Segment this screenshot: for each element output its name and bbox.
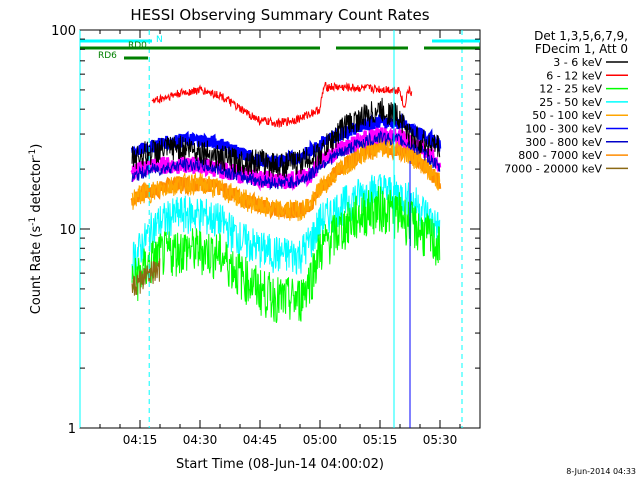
legend-header-1: Det 1,3,5,6,7,9,: [534, 29, 628, 43]
y-tick-label: 1: [68, 422, 76, 437]
series-line-3-6-kev: [131, 97, 441, 178]
x-tick-label: 04:45: [243, 433, 278, 447]
legend-label: 50 - 100 keV: [532, 109, 602, 122]
series-line-7000-20000-kev: [131, 258, 161, 296]
y-axis-label-main: Count Rate (s: [29, 226, 44, 315]
y-tick-label: 100: [51, 24, 76, 39]
x-tick-label: 04:30: [183, 433, 218, 447]
y-axis-label-mid: detector: [29, 157, 44, 217]
flag-label-n: N: [156, 35, 163, 45]
legend-label: 7000 - 20000 keV: [504, 162, 602, 175]
chart-title: HESSI Observing Summary Count Rates: [130, 6, 429, 24]
flag-label-rd0: RD0: [128, 41, 147, 51]
legend: Det 1,3,5,6,7,9, FDecim 1, Att 0 3 - 6 k…: [504, 29, 628, 175]
series-line-50-100-kev: [131, 137, 441, 222]
y-axis-label-end: ): [29, 144, 44, 149]
x-tick-label: 05:00: [303, 433, 338, 447]
x-tick-label: 05:15: [363, 433, 398, 447]
x-tick-label: 05:30: [423, 433, 458, 447]
flag-layer: N RD0 RD6: [80, 35, 480, 61]
legend-header-2: FDecim 1, Att 0: [535, 42, 628, 56]
legend-label: 25 - 50 keV: [539, 96, 602, 109]
legend-label: 3 - 6 keV: [553, 56, 602, 69]
plot-frame: [79, 29, 481, 429]
x-axis-label: Start Time (08-Jun-14 04:00:02): [176, 457, 384, 472]
legend-label: 12 - 25 keV: [539, 83, 602, 96]
y-tick-layer: 1 10 100: [51, 24, 480, 437]
x-tick-layer: 04:15 04:30 04:45 05:00 05:15 05:30: [99, 30, 461, 447]
legend-label: 800 - 7000 keV: [518, 149, 602, 162]
legend-label: 6 - 12 keV: [546, 69, 602, 82]
x-tick-label: 04:15: [123, 433, 158, 447]
y-tick-label: 10: [59, 223, 76, 238]
y-axis-label-sup1: -1: [28, 217, 38, 226]
flag-label-rd6: RD6: [98, 51, 117, 61]
legend-label: 300 - 800 keV: [525, 136, 602, 149]
series-line-25-50-kev: [131, 173, 441, 279]
y-axis-label-sup2: -1: [28, 149, 38, 158]
y-axis-label: Count Rate (s-1 detector-1): [28, 144, 44, 315]
series-layer: [79, 30, 463, 428]
svg-text:Count Rate (s-1 detector-1): Count Rate (s-1 detector-1): [28, 144, 44, 315]
series-line-300-800-kev: [131, 130, 441, 191]
series-line-6-12-kev: [151, 81, 413, 128]
legend-label: 100 - 300 keV: [525, 123, 602, 136]
timestamp: 8-Jun-2014 04:33: [566, 467, 636, 476]
series-line-12-25-kev: [131, 185, 441, 323]
